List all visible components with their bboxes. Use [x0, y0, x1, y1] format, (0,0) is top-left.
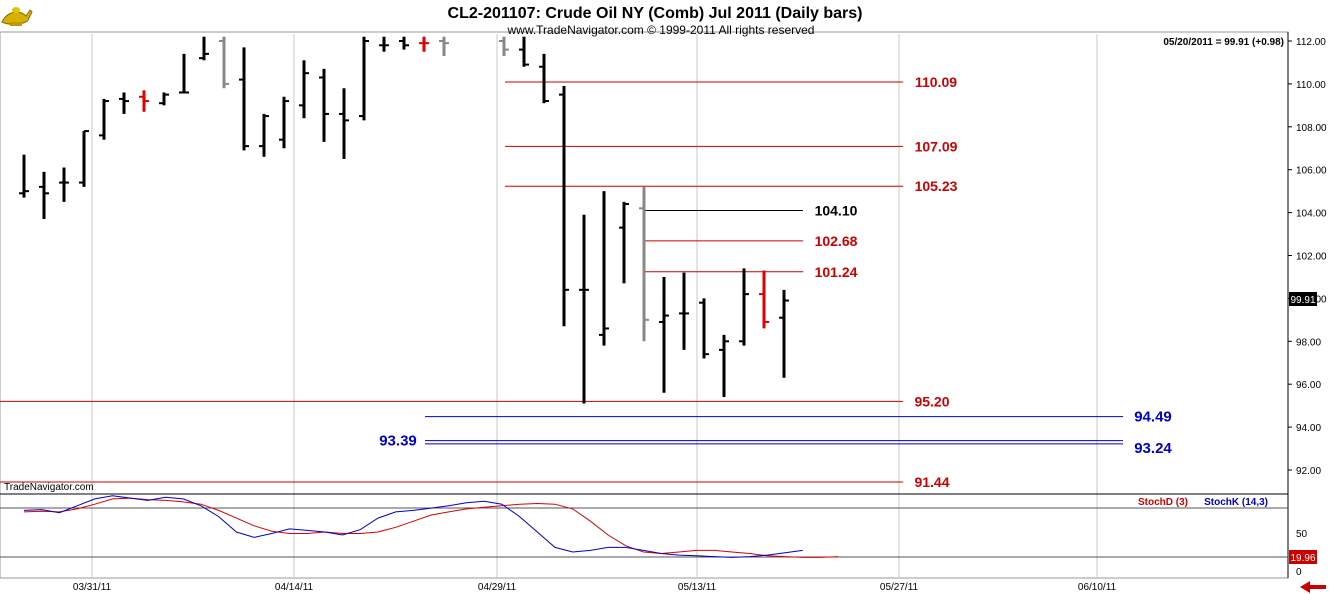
ohlc-bar	[519, 36, 529, 67]
watermark: TradeNavigator.com	[4, 482, 94, 493]
stochk-line	[23, 495, 803, 558]
price-tick-label: 104.00	[1296, 209, 1327, 220]
ohlc-bar	[379, 36, 389, 52]
ohlc-bar	[139, 90, 149, 112]
date-axis: 03/31/11 04/14/11 04/29/11 05/13/11 05/27/11…	[73, 582, 1117, 593]
ohlc-bar	[739, 268, 749, 346]
price-tick-label: 106.00	[1296, 166, 1327, 177]
ohlc-bar	[239, 47, 249, 151]
ohlc-bar	[19, 154, 29, 198]
ohlc-bar	[319, 68, 329, 142]
level-label: 105.23	[915, 178, 958, 194]
price-axis: 112.00110.00108.00106.00104.00102.00100.…	[1288, 37, 1327, 477]
level-label: 94.49	[1134, 409, 1172, 426]
price-tick-label: 94.00	[1296, 423, 1321, 434]
level-label: 104.10	[815, 202, 858, 218]
ohlc-bar	[179, 53, 189, 94]
ohlc-bar	[359, 36, 369, 121]
date-tick-label: 05/27/11	[880, 582, 919, 593]
date-tick-label: 03/31/11	[73, 582, 112, 593]
ohlc-bar	[79, 130, 89, 187]
price-tick-label: 102.00	[1296, 252, 1327, 263]
ohlc-bar	[599, 191, 609, 346]
ohlc-bar	[539, 53, 549, 104]
ohlc-bar	[39, 171, 49, 220]
level-label: 93.39	[379, 433, 417, 450]
price-tick-label: 110.00	[1296, 80, 1326, 91]
level-label: 101.24	[815, 264, 858, 280]
ohlc-bar	[679, 272, 689, 350]
chart-title: CL2-201107: Crude Oil NY (Comb) Jul 2011…	[448, 5, 863, 22]
stochastic-lines	[23, 495, 839, 558]
price-tick-label: 108.00	[1296, 123, 1327, 134]
ohlc-bar	[59, 167, 69, 202]
date-tick-label: 06/10/11	[1078, 582, 1117, 593]
level-label: 93.24	[1134, 440, 1172, 457]
price-tick-label: 96.00	[1296, 380, 1321, 391]
ohlc-bar	[279, 96, 289, 149]
stoch-last-badge-text: 19.96	[1290, 553, 1315, 564]
ohlc-bar	[419, 36, 429, 52]
last-quote: 05/20/2011 = 99.91 (+0.98)	[1163, 37, 1284, 48]
ohlc-bar	[759, 270, 769, 329]
ohlc-bar	[339, 88, 349, 159]
genie-lamp-icon	[1, 7, 33, 26]
vertical-gridlines	[91, 34, 1098, 578]
level-label: 102.68	[815, 233, 858, 249]
chart-subtitle: www.TradeNavigator.com © 1999-2011 All r…	[507, 23, 815, 37]
price-tick-label: 98.00	[1296, 337, 1321, 348]
ohlc-bar	[639, 186, 649, 342]
price-tick-label: 112.00	[1296, 37, 1326, 48]
ohlc-bar	[99, 98, 109, 140]
price-levels: 110.09 107.09 105.23 104.10 102.68 101.24 95.2…	[0, 74, 1172, 490]
ohlc-bar	[579, 214, 589, 404]
stoch-last-badge	[1289, 550, 1317, 564]
ohlc-bar	[659, 276, 669, 393]
date-tick-label: 05/13/11	[678, 582, 717, 593]
level-label: 95.20	[914, 393, 949, 409]
stoch-tick-50: 50	[1296, 529, 1308, 540]
stochd-label: StochD (3)	[1138, 497, 1188, 508]
ohlc-bar	[719, 334, 729, 398]
ohlc-bar	[499, 36, 509, 57]
ohlc-bars	[19, 36, 789, 404]
date-tick-label: 04/29/11	[478, 582, 517, 593]
last-price-badge-text: 99.91	[1290, 295, 1315, 306]
level-label: 91.44	[914, 474, 949, 490]
ohlc-bar	[779, 289, 789, 378]
stochk-label: StochK (14,3)	[1204, 497, 1268, 508]
ohlc-bar	[259, 113, 269, 157]
ohlc-bar	[119, 92, 129, 114]
date-tick-label: 04/14/11	[275, 582, 314, 593]
ohlc-bar	[699, 298, 709, 359]
price-tick-label: 92.00	[1296, 466, 1321, 477]
ohlc-bar	[559, 86, 569, 327]
ohlc-bar	[439, 36, 449, 57]
last-price-badge	[1289, 292, 1317, 306]
level-label: 110.09	[915, 74, 957, 90]
ohlc-bar	[399, 36, 409, 50]
stochd-line	[23, 497, 839, 558]
ohlc-bar	[159, 92, 169, 106]
ohlc-bar	[619, 201, 629, 284]
ohlc-bar	[199, 36, 209, 61]
scroll-right-arrow-icon[interactable]	[1298, 580, 1334, 593]
level-label: 107.09	[915, 138, 958, 154]
ohlc-bar	[219, 36, 229, 89]
ohlc-bar	[299, 60, 309, 119]
stoch-tick-0: 0	[1296, 567, 1302, 578]
